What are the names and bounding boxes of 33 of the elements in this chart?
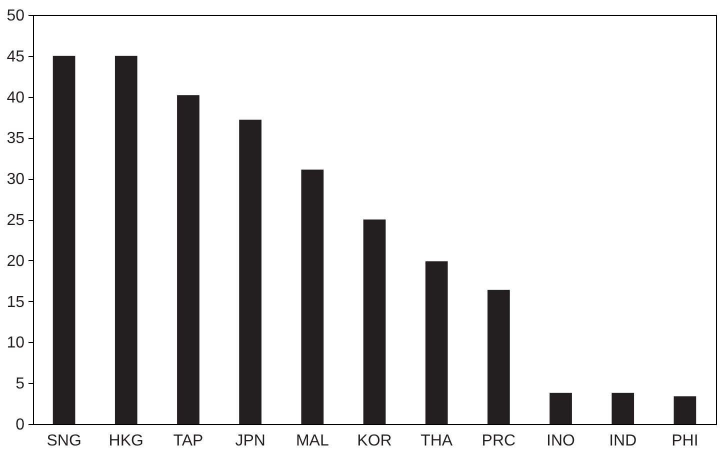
x-tick-label: IND bbox=[609, 432, 637, 450]
bar bbox=[239, 120, 262, 424]
x-tick-label: INO bbox=[546, 432, 575, 450]
bar bbox=[114, 56, 138, 424]
y-tick-label: 25 bbox=[6, 212, 25, 229]
bar bbox=[612, 392, 634, 424]
y-tick-label: 45 bbox=[6, 48, 25, 66]
y-tick-label: 10 bbox=[6, 334, 25, 352]
bar bbox=[550, 392, 572, 424]
bar bbox=[52, 56, 76, 424]
bar bbox=[425, 261, 448, 424]
y-tick-label: 0 bbox=[16, 416, 25, 434]
x-tick-label: JPN bbox=[235, 432, 266, 450]
y-tick-label: 35 bbox=[6, 130, 25, 148]
y-tick-label: 5 bbox=[16, 376, 25, 393]
x-tick-label: HKG bbox=[108, 432, 144, 450]
y-tick-label: 20 bbox=[6, 252, 25, 270]
y-tick-label: 40 bbox=[6, 89, 25, 106]
y-tick-label: 50 bbox=[6, 8, 25, 24]
x-tick-label: MAL bbox=[296, 432, 329, 450]
bar bbox=[488, 290, 510, 424]
y-tick-label: 30 bbox=[6, 171, 25, 188]
x-tick-label: SNG bbox=[46, 432, 82, 450]
x-tick-label: THA bbox=[420, 432, 453, 450]
bar bbox=[674, 396, 696, 424]
bar bbox=[363, 220, 386, 424]
y-tick-label: 15 bbox=[6, 294, 25, 311]
x-tick-label: PRC bbox=[482, 432, 516, 450]
x-tick-label: KOR bbox=[357, 432, 392, 450]
bar bbox=[177, 95, 200, 424]
bar bbox=[301, 170, 324, 424]
x-tick-label: PHI bbox=[672, 432, 698, 450]
x-tick-label: TAP bbox=[173, 432, 204, 450]
